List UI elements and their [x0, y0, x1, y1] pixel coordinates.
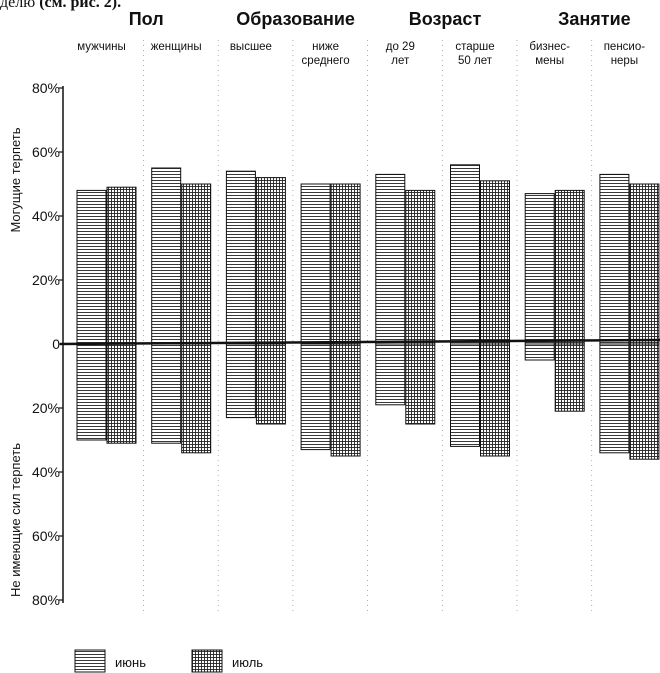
group-separators	[143, 40, 593, 612]
y-tick-label: 80%	[32, 592, 60, 608]
bar-july-positive	[181, 183, 212, 345]
bar-july-negative	[106, 343, 137, 444]
bar-june-positive	[151, 167, 182, 345]
category-label: лет	[391, 55, 410, 67]
bar-june-negative	[151, 343, 182, 444]
bar-july-negative	[554, 343, 585, 412]
legend-swatch-july	[191, 649, 223, 673]
y-tick-label: 40%	[32, 464, 60, 480]
y-tick-label: 20%	[32, 400, 60, 416]
category-label: 50 лет	[458, 55, 493, 67]
bar-july-positive	[554, 189, 585, 345]
y-tick-label: 80%	[32, 80, 60, 96]
category-label: среднего	[302, 55, 350, 67]
bar-june-negative	[524, 343, 555, 361]
category-label: пенсио-	[604, 41, 646, 53]
legend: июнь июль	[74, 649, 263, 673]
y-tick-label: 40%	[32, 208, 60, 224]
y-axis-title-positive: Могущие терпеть	[8, 127, 23, 232]
y-tick-label: 60%	[32, 528, 60, 544]
legend-label-july: июль	[232, 655, 263, 670]
bar-june-positive	[524, 193, 555, 345]
category-label: бизнес-	[529, 41, 570, 53]
category-label: неры	[611, 55, 638, 67]
bar-july-positive	[330, 183, 361, 345]
group-header-1: Пол	[129, 9, 164, 29]
bar-june-negative	[450, 343, 480, 447]
bar-july-negative	[480, 343, 510, 457]
category-label: высшее	[230, 41, 272, 53]
category-label: женщины	[151, 41, 202, 53]
cut-off-paragraph-text: делю (см. рис. 2).	[0, 0, 122, 11]
bars	[76, 164, 660, 460]
bar-july-negative	[181, 343, 212, 454]
category-label: старше	[455, 41, 494, 53]
bar-july-negative	[405, 343, 436, 425]
category-label: ниже	[312, 41, 339, 53]
bar-june-negative	[375, 343, 406, 406]
bar-july-positive	[405, 189, 436, 345]
bar-june-positive	[225, 170, 256, 345]
bar-july-negative	[629, 343, 660, 460]
bar-june-negative	[76, 343, 107, 441]
bar-june-positive	[375, 173, 406, 345]
group-header-4: Занятие	[558, 9, 631, 29]
bar-june-positive	[599, 173, 630, 345]
bar-june-negative	[599, 343, 630, 454]
bar-june-positive	[450, 164, 480, 345]
bar-june-positive	[76, 189, 107, 345]
bar-july-negative	[330, 343, 361, 457]
legend-label-june: июнь	[115, 655, 146, 670]
y-axis: 80% 60% 40% 20% 0 20% 40% 60% 80% Могущие терпеть…	[8, 80, 660, 608]
legend-swatch-june	[74, 649, 106, 673]
y-tick-label: 60%	[32, 144, 60, 160]
category-label: мены	[535, 55, 564, 67]
bar-june-negative	[225, 343, 256, 419]
bar-june-negative	[300, 343, 331, 451]
bar-july-positive	[255, 177, 286, 345]
y-axis-title-negative: Не имеющие сил терпеть	[8, 443, 23, 597]
y-tick-label: 0	[52, 336, 60, 352]
category-label: мужчины	[77, 41, 126, 53]
bar-july-positive	[480, 180, 510, 345]
group-header-3: Возраст	[409, 9, 482, 29]
zero-baseline	[59, 338, 660, 346]
bar-july-negative	[255, 343, 286, 425]
y-tick-label: 20%	[32, 272, 60, 288]
category-label: до 29	[386, 41, 415, 53]
category-labels: мужчины женщины высшее ниже среднего до 29 лет…	[77, 41, 645, 67]
bar-june-positive	[300, 183, 331, 345]
bar-july-positive	[106, 186, 137, 345]
group-headers: Пол Образование Возраст Занятие	[129, 9, 631, 29]
bar-july-positive	[629, 183, 660, 345]
group-header-2: Образование	[236, 9, 355, 29]
